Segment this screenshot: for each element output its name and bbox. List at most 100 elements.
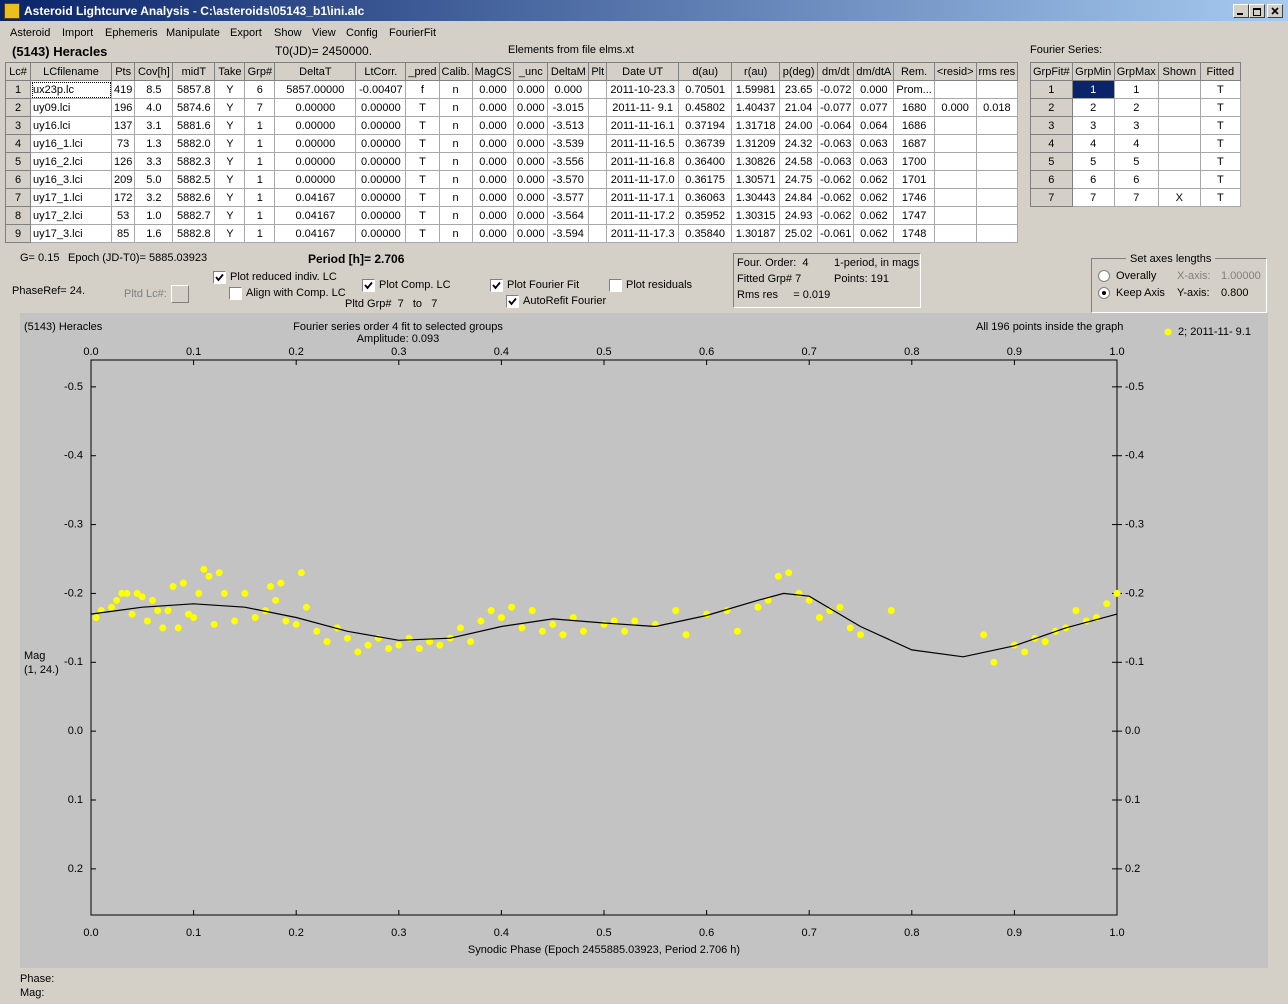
- table-cell[interactable]: 21.04: [779, 98, 819, 117]
- menu-item[interactable]: Import: [62, 27, 94, 39]
- table-cell[interactable]: 4.0: [134, 98, 174, 117]
- table-cell[interactable]: [975, 170, 1019, 189]
- table-cell[interactable]: 0.00000: [355, 170, 407, 189]
- table-cell[interactable]: Y: [214, 134, 246, 153]
- table-row[interactable]: 7 uy17_1.lci 172 3.2 5882.6 Y 1 0.04167 0.00000 T…: [5, 188, 1019, 207]
- table-cell[interactable]: 1: [1071, 80, 1115, 99]
- table-cell[interactable]: Y: [214, 170, 246, 189]
- column-header[interactable]: Cov[h]: [134, 62, 174, 81]
- table-cell[interactable]: -3.015: [547, 98, 590, 117]
- table-cell[interactable]: [933, 170, 977, 189]
- table-cell[interactable]: 0.063: [853, 152, 895, 171]
- table-cell[interactable]: T: [1199, 116, 1241, 135]
- column-header[interactable]: r(au): [731, 62, 781, 81]
- table-cell[interactable]: -3.564: [547, 206, 590, 225]
- table-cell[interactable]: -0.063: [817, 152, 855, 171]
- column-header[interactable]: dm/dtA: [853, 62, 895, 81]
- table-cell[interactable]: 419: [110, 80, 136, 99]
- table-cell[interactable]: ux23p.lc: [30, 80, 112, 99]
- column-header[interactable]: dm/dt: [817, 62, 855, 81]
- table-cell[interactable]: 172: [110, 188, 136, 207]
- table-cell[interactable]: 1687: [893, 134, 935, 153]
- table-cell[interactable]: 5882.5: [172, 170, 216, 189]
- table-cell[interactable]: uy16_2.lci: [30, 152, 112, 171]
- table-cell[interactable]: 0.00000: [355, 116, 407, 135]
- table-cell[interactable]: 0.45802: [678, 98, 733, 117]
- table-cell[interactable]: 0.000: [513, 224, 549, 243]
- table-cell[interactable]: 0.000: [471, 224, 515, 243]
- column-header[interactable]: Take: [214, 62, 246, 81]
- table-cell[interactable]: 0.062: [853, 206, 895, 225]
- menu-item[interactable]: Show: [274, 27, 302, 39]
- table-cell[interactable]: 0.000: [471, 152, 515, 171]
- table-cell[interactable]: 2011-11-17.0: [606, 170, 680, 189]
- table-cell[interactable]: Y: [214, 152, 246, 171]
- table-cell[interactable]: 1.40437: [731, 98, 781, 117]
- table-cell[interactable]: n: [438, 80, 473, 99]
- table-cell[interactable]: -3.577: [547, 188, 590, 207]
- table-row[interactable]: 1 ux23p.lc 419 8.5 5857.8 Y 6 5857.00000 -0.0040…: [5, 80, 1019, 99]
- table-cell[interactable]: uy17_1.lci: [30, 188, 112, 207]
- table-cell[interactable]: 0.00000: [355, 152, 407, 171]
- table-cell[interactable]: uy16_1.lci: [30, 134, 112, 153]
- table-cell[interactable]: 7: [244, 98, 276, 117]
- table-cell[interactable]: 0.062: [853, 170, 895, 189]
- table-cell[interactable]: 0.70501: [678, 80, 733, 99]
- table-cell[interactable]: 4: [1030, 134, 1073, 153]
- table-cell[interactable]: 1748: [893, 224, 935, 243]
- table-cell[interactable]: [588, 152, 608, 171]
- column-header[interactable]: <resid>: [933, 62, 977, 81]
- column-header[interactable]: LCfilename: [30, 62, 112, 81]
- table-cell[interactable]: 1.30315: [731, 206, 781, 225]
- table-cell[interactable]: 0.00000: [274, 134, 357, 153]
- table-cell[interactable]: [933, 224, 977, 243]
- column-header[interactable]: p(deg): [779, 62, 819, 81]
- table-cell[interactable]: 5882.8: [172, 224, 216, 243]
- table-cell[interactable]: 0.000: [547, 80, 590, 99]
- table-cell[interactable]: 1: [244, 206, 276, 225]
- checkbox[interactable]: [506, 295, 519, 308]
- table-cell[interactable]: n: [438, 224, 473, 243]
- column-header[interactable]: d(au): [678, 62, 733, 81]
- table-cell[interactable]: [933, 206, 977, 225]
- table-cell[interactable]: n: [438, 152, 473, 171]
- table-cell[interactable]: 6: [1113, 170, 1159, 189]
- table-cell[interactable]: 5: [1113, 152, 1159, 171]
- table-cell[interactable]: 9: [5, 224, 31, 243]
- table-cell[interactable]: 7: [1071, 188, 1115, 207]
- table-cell[interactable]: [1157, 98, 1201, 117]
- menu-item[interactable]: Manipulate: [166, 27, 220, 39]
- table-cell[interactable]: 0.062: [853, 224, 895, 243]
- table-cell[interactable]: Y: [214, 188, 246, 207]
- menu-item[interactable]: Config: [346, 27, 378, 39]
- table-cell[interactable]: [933, 152, 977, 171]
- table-cell[interactable]: 73: [110, 134, 136, 153]
- table-cell[interactable]: 8.5: [134, 80, 174, 99]
- table-cell[interactable]: 5882.3: [172, 152, 216, 171]
- table-cell[interactable]: [1157, 170, 1201, 189]
- table-cell[interactable]: 2011-10-23.3: [606, 80, 680, 99]
- table-cell[interactable]: T: [405, 152, 440, 171]
- table-cell[interactable]: [933, 80, 977, 99]
- table-cell[interactable]: 6: [5, 170, 31, 189]
- table-cell[interactable]: 0.018: [975, 98, 1019, 117]
- table-cell[interactable]: 1: [1030, 80, 1073, 99]
- table-cell[interactable]: 3: [5, 116, 31, 135]
- table-cell[interactable]: 0.00000: [355, 98, 407, 117]
- table-cell[interactable]: T: [1199, 170, 1241, 189]
- table-cell[interactable]: 0.000: [471, 134, 515, 153]
- table-cell[interactable]: 0.000: [471, 98, 515, 117]
- table-cell[interactable]: 1680: [893, 98, 935, 117]
- column-header[interactable]: LtCorr.: [355, 62, 407, 81]
- column-header[interactable]: MagCS: [471, 62, 515, 81]
- table-cell[interactable]: 0.36175: [678, 170, 733, 189]
- column-header[interactable]: Fitted: [1199, 62, 1241, 81]
- table-cell[interactable]: n: [438, 188, 473, 207]
- table-cell[interactable]: 0.00000: [274, 170, 357, 189]
- table-cell[interactable]: 3: [1113, 116, 1159, 135]
- table-cell[interactable]: 1.30826: [731, 152, 781, 171]
- table-cell[interactable]: 0.000: [513, 134, 549, 153]
- table-cell[interactable]: 5: [1071, 152, 1115, 171]
- table-cell[interactable]: 1.30443: [731, 188, 781, 207]
